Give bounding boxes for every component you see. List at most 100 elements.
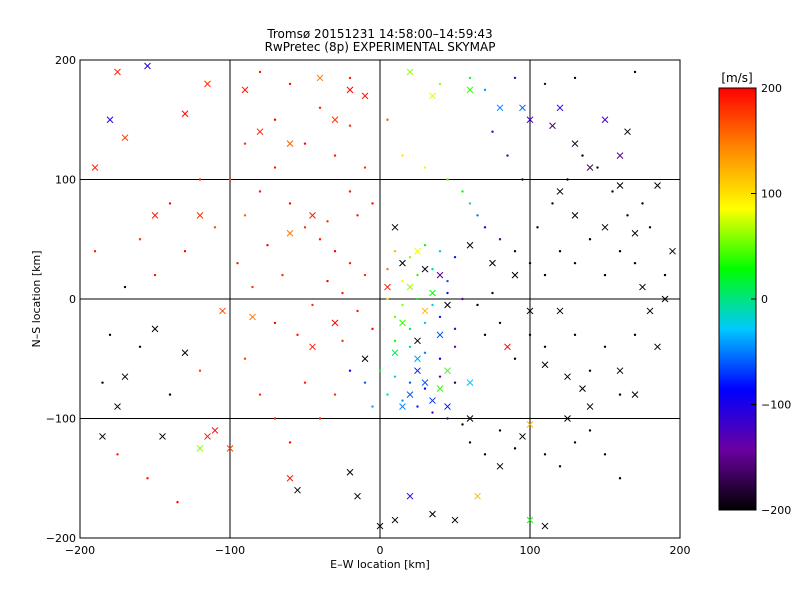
data-point-dot <box>446 291 449 295</box>
data-point-dot <box>393 250 397 253</box>
data-point-cross <box>556 104 564 112</box>
data-point-cross <box>466 379 474 387</box>
data-point-cross <box>406 68 414 76</box>
data-point-dot <box>333 154 337 157</box>
data-point-dot <box>288 202 292 205</box>
data-point-dot <box>543 453 547 456</box>
data-point-cross <box>466 415 474 422</box>
data-point-dot <box>348 369 352 372</box>
data-point-dot <box>363 273 367 277</box>
data-point-dot <box>603 345 607 348</box>
data-point-dot <box>596 166 599 169</box>
data-point-dot <box>303 381 307 384</box>
data-point-dot <box>281 273 284 277</box>
data-point-cross <box>361 92 369 100</box>
x-tick-label: −100 <box>215 544 245 557</box>
data-point-cross <box>564 373 571 381</box>
data-point-dot <box>356 309 359 313</box>
data-point-cross <box>556 307 564 315</box>
data-point-dot <box>438 250 442 253</box>
data-point-dot <box>183 250 187 253</box>
data-point-cross <box>354 492 361 500</box>
data-point-dot <box>626 214 629 217</box>
data-point-dot <box>408 381 412 384</box>
data-point-cross <box>406 283 414 291</box>
data-point-dot <box>146 477 149 480</box>
data-point-cross <box>286 229 294 237</box>
data-point-cross <box>159 433 166 440</box>
data-point-cross <box>331 116 339 124</box>
data-point-dot <box>573 441 577 444</box>
data-point-cross <box>436 271 444 279</box>
data-point-cross <box>639 283 646 291</box>
data-point-dot <box>356 214 359 217</box>
data-point-cross <box>309 211 316 219</box>
data-point-dot <box>453 381 457 384</box>
data-point-dot <box>558 465 562 468</box>
data-point-dot <box>446 417 449 420</box>
data-point-dot <box>393 339 397 343</box>
data-point-dot <box>228 178 232 181</box>
data-point-cross <box>219 307 226 315</box>
data-point-cross <box>444 301 451 309</box>
data-point-dot <box>476 214 479 217</box>
data-point-cross <box>106 116 114 124</box>
data-point-dot <box>543 82 547 86</box>
data-point-cross <box>346 86 354 94</box>
data-point-dot <box>618 393 622 396</box>
data-point-dot <box>371 202 374 205</box>
data-point-cross <box>226 445 234 452</box>
data-point-cross <box>316 74 324 82</box>
data-point-dot <box>573 261 577 265</box>
data-point-dot <box>513 76 517 80</box>
data-point-cross <box>256 128 264 136</box>
data-point-dot <box>408 327 412 331</box>
data-point-cross <box>114 68 121 76</box>
data-point-dot <box>408 345 412 348</box>
data-point-cross <box>436 331 444 339</box>
data-point-cross <box>286 474 294 482</box>
data-point-dot <box>483 88 487 92</box>
data-point-cross <box>541 361 549 369</box>
data-point-dot <box>198 178 202 181</box>
data-point-cross <box>616 367 624 375</box>
data-point-dot <box>341 291 344 295</box>
data-point-dot <box>393 315 397 319</box>
data-point-dot <box>153 273 157 277</box>
data-point-cross <box>571 140 579 148</box>
data-point-dot <box>566 178 569 181</box>
data-point-dot <box>438 315 442 319</box>
colorbar-label: [m/s] <box>721 71 752 85</box>
data-point-dot <box>513 447 517 450</box>
data-point-cross <box>406 391 414 398</box>
data-point-dot <box>483 333 487 337</box>
data-point-dot <box>416 405 419 408</box>
data-point-dot <box>633 70 637 74</box>
data-point-cross <box>346 468 354 476</box>
data-point-dot <box>528 261 532 265</box>
x-tick-label: −200 <box>65 544 95 557</box>
data-point-dot <box>408 255 412 259</box>
data-point-cross <box>444 403 451 410</box>
data-point-dot <box>423 387 427 390</box>
data-point-cross <box>511 271 519 279</box>
colorbar-tick-label: 0 <box>761 293 768 306</box>
y-axis: −200 −100 0 100 200 <box>46 54 76 545</box>
data-point-cross <box>196 211 204 219</box>
data-points <box>91 62 676 530</box>
data-point-dot <box>348 124 352 127</box>
data-point-dot <box>498 321 502 325</box>
data-point-cross <box>414 355 421 363</box>
data-point-dot <box>551 202 554 205</box>
data-point-cross <box>526 116 534 124</box>
data-point-cross <box>579 385 586 392</box>
data-point-dot <box>431 303 434 307</box>
data-point-dot <box>521 178 524 181</box>
data-point-dot <box>243 142 247 145</box>
data-point-cross <box>526 516 534 524</box>
data-point-cross <box>391 516 399 524</box>
data-point-dot <box>423 244 427 247</box>
data-point-dot <box>633 261 637 265</box>
data-point-dot <box>303 226 307 229</box>
